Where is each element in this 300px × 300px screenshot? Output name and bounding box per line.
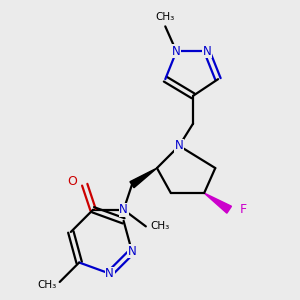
Text: N: N	[128, 245, 136, 258]
Text: CH₃: CH₃	[38, 280, 57, 290]
Text: N: N	[175, 139, 184, 152]
Text: N: N	[202, 45, 211, 58]
Text: F: F	[239, 203, 247, 216]
Polygon shape	[204, 193, 232, 213]
Text: O: O	[67, 176, 77, 188]
Text: N: N	[172, 45, 181, 58]
Text: CH₃: CH₃	[156, 12, 175, 22]
Text: CH₃: CH₃	[150, 221, 169, 231]
Text: N: N	[119, 203, 128, 216]
Polygon shape	[130, 168, 157, 188]
Text: N: N	[105, 267, 114, 280]
